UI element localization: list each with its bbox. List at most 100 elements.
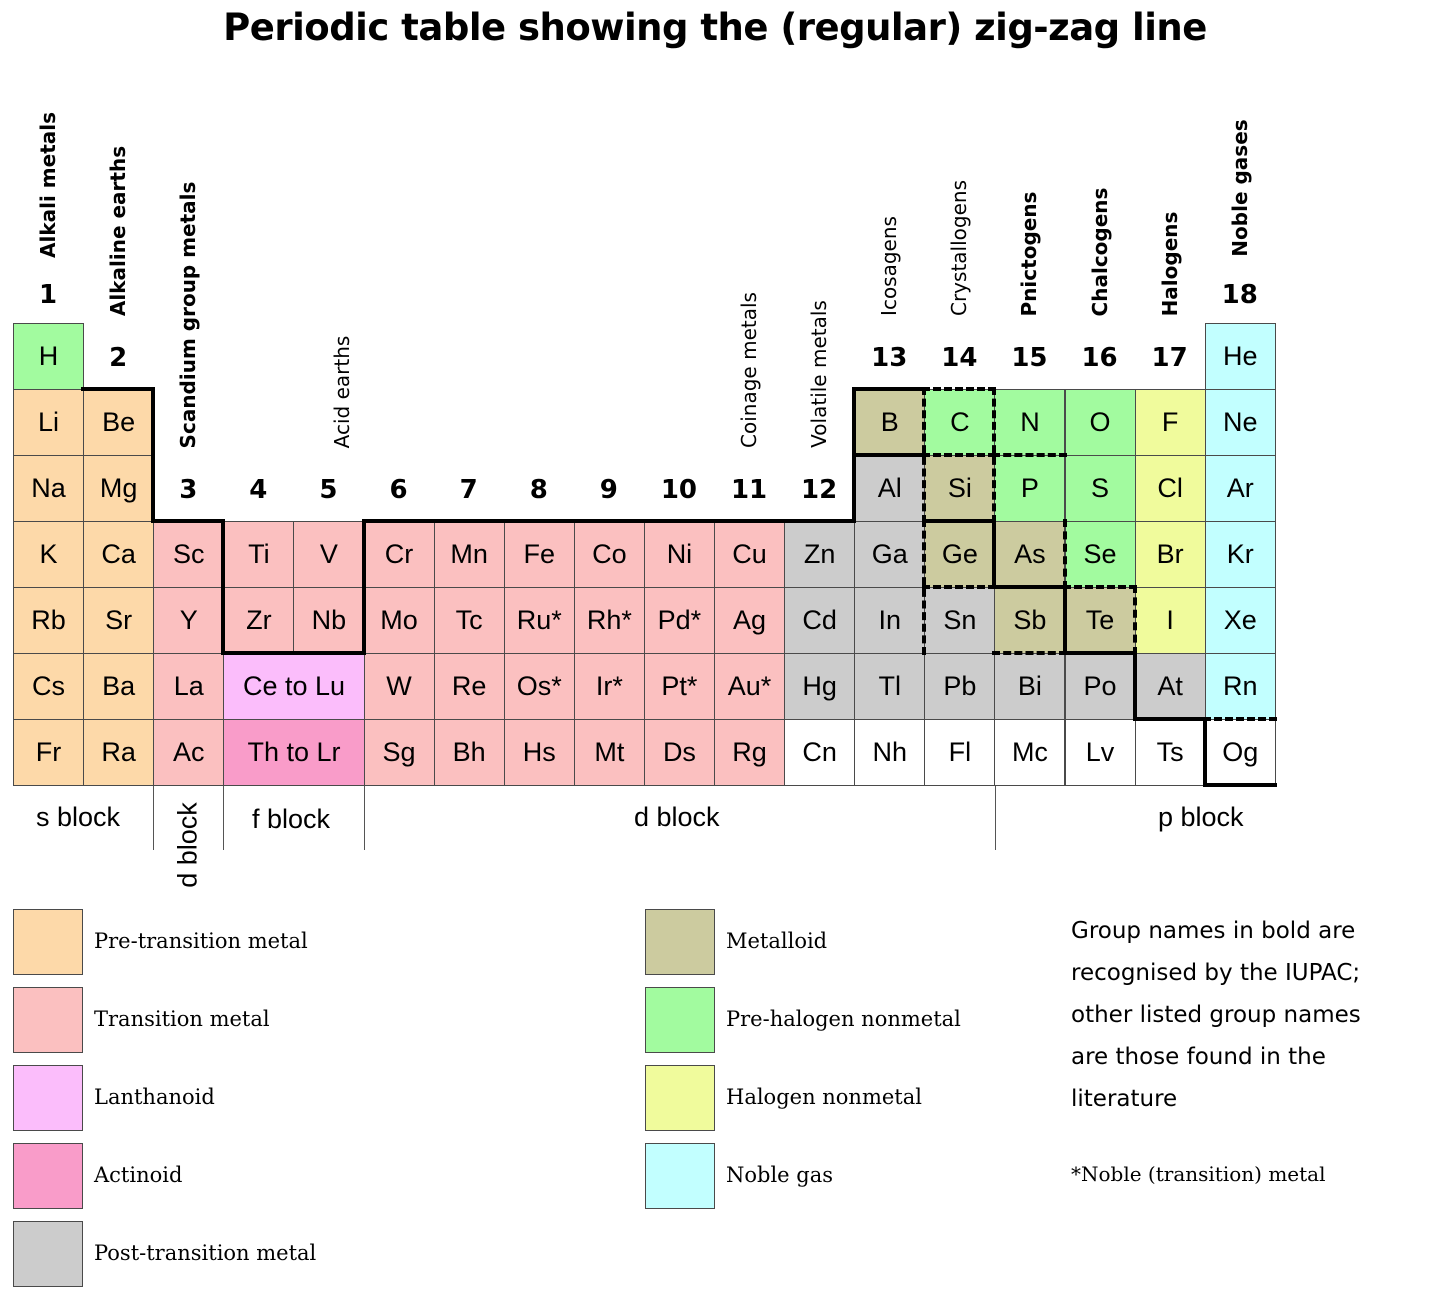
element-cell: Mn (433, 521, 505, 588)
element-cell: Tc (433, 587, 505, 654)
group-number: 11 (730, 475, 768, 505)
block-label-s: s block (36, 802, 121, 832)
zigzag-line (1203, 783, 1277, 787)
element-cell: I (1134, 587, 1206, 654)
element-cell: Cn (784, 719, 856, 786)
block-label-f: f block (252, 804, 331, 834)
legend-label: Metalloid (726, 929, 828, 953)
chart-title: Periodic table showing the (regular) zig… (223, 6, 1207, 49)
element-cell: Tl (854, 653, 926, 720)
block-label-d-narrow: d block (172, 802, 203, 888)
element-cell: Li (13, 389, 85, 456)
group-name: Coinage metals (737, 292, 762, 448)
lanthanoid-cell: Ce to Lu (223, 653, 365, 720)
element-cell: Y (153, 587, 225, 654)
element-cell: Re (433, 653, 505, 720)
group-number: 8 (529, 475, 548, 505)
element-cell: H (13, 323, 85, 390)
element-cell: Ba (83, 653, 155, 720)
element-cell: At (1134, 653, 1206, 720)
group-name: Alkaline earths (106, 145, 131, 317)
element-cell: S (1064, 455, 1136, 522)
element-cell: Nb (293, 587, 365, 654)
legend-label: Noble gas (726, 1163, 834, 1187)
legend-label: Pre-transition metal (94, 929, 308, 953)
legend-swatch (645, 987, 715, 1053)
element-cell: Rg (714, 719, 786, 786)
element-cell: Hs (503, 719, 575, 786)
group-name: Acid earths (330, 335, 355, 448)
group-number: 13 (871, 343, 908, 373)
metalloid-dashed-line (1133, 585, 1137, 655)
group-number: 10 (660, 475, 698, 505)
element-cell: Ds (643, 719, 715, 786)
element-cell: Mg (83, 455, 155, 522)
group-name: Volatile metals (807, 300, 832, 448)
element-cell: F (1134, 389, 1206, 456)
zigzag-line (151, 387, 155, 523)
element-cell: Zr (223, 587, 295, 654)
group-number: 17 (1151, 343, 1188, 373)
element-cell: Te (1064, 587, 1136, 654)
element-cell: Ne (1204, 389, 1276, 456)
element-cell: Cr (363, 521, 435, 588)
group-number: 18 (1221, 280, 1258, 310)
element-cell: Pt* (643, 653, 715, 720)
block-separator (153, 786, 154, 850)
element-cell: In (854, 587, 926, 654)
group-number: 12 (801, 475, 838, 505)
legend-label: Actinoid (94, 1163, 183, 1187)
zigzag-line (362, 519, 856, 523)
block-label-p: p block (1158, 802, 1244, 832)
element-cell: He (1204, 323, 1276, 390)
element-cell: Sc (153, 521, 225, 588)
zigzag-line (1063, 585, 1067, 655)
zigzag-line (362, 519, 366, 655)
zigzag-line (992, 519, 996, 589)
metalloid-dashed-line (1063, 519, 1067, 589)
element-cell: Sb (994, 587, 1066, 654)
legend-label: Pre-halogen nonmetal (726, 1007, 961, 1031)
group-number: 9 (599, 475, 618, 505)
zigzag-line (1063, 651, 1137, 655)
element-cell: Br (1134, 521, 1206, 588)
element-cell: Ru* (503, 587, 575, 654)
legend-swatch (13, 909, 83, 975)
element-cell: N (994, 389, 1066, 456)
element-cell: Og (1204, 719, 1276, 786)
metalloid-dashed-line (922, 453, 996, 457)
element-cell: Sg (363, 719, 435, 786)
element-cell: Ar (1204, 455, 1276, 522)
element-cell: Xe (1204, 587, 1276, 654)
element-cell: Mo (363, 587, 435, 654)
element-cell: V (293, 521, 365, 588)
element-cell: Ts (1134, 719, 1206, 786)
legend-label: Transition metal (94, 1007, 270, 1031)
group-name: Noble gases (1227, 118, 1252, 257)
note-text: Group names in bold are recognised by th… (1071, 918, 1361, 1112)
group-name: Chalcogens (1087, 187, 1112, 316)
element-cell: Cd (784, 587, 856, 654)
group-name: Halogens (1157, 211, 1182, 316)
zigzag-line (151, 519, 225, 523)
group-name: Crystallogens (947, 180, 972, 316)
zigzag-line (221, 519, 225, 655)
element-cell: Ca (83, 521, 155, 588)
zigzag-line (1203, 717, 1207, 787)
element-cell: La (153, 653, 225, 720)
legend-label: Post-transition metal (94, 1241, 317, 1265)
element-cell: B (854, 389, 926, 456)
element-cell: Mt (573, 719, 645, 786)
block-separator (364, 786, 365, 850)
element-cell: Sn (924, 587, 996, 654)
element-cell: Na (13, 455, 85, 522)
element-cell: Ra (83, 719, 155, 786)
element-cell: Hg (784, 653, 856, 720)
element-cell: Rh* (573, 587, 645, 654)
group-number: 6 (389, 475, 408, 505)
metalloid-dashed-line (992, 453, 1067, 457)
element-cell: Kr (1204, 521, 1276, 588)
element-cell: Cu (714, 521, 786, 588)
element-cell: Se (1064, 521, 1136, 588)
zigzag-line (922, 519, 996, 523)
